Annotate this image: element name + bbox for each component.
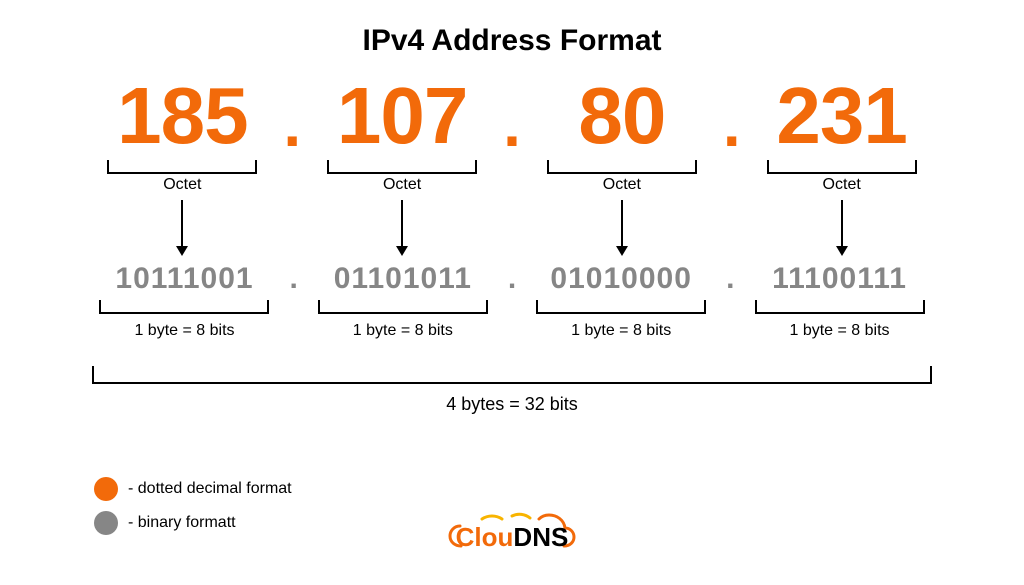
arrow-head-icon [396,246,408,256]
byte-bracket-label: 1 byte = 8 bits [789,322,889,340]
byte-bracket-label: 1 byte = 8 bits [134,322,234,340]
binary-dot: . [498,264,526,296]
decimal-octet-value: 231 [776,76,906,156]
byte-bracket [536,300,706,314]
binary-octet-value: 10111001 [115,264,253,294]
arrow-head-icon [836,246,848,256]
legend-row: - dotted decimal format [94,477,292,501]
arrow [396,200,408,256]
decimal-octet-col: 107 Octet [307,76,497,256]
octet-bracket-label: Octet [823,176,861,194]
legend-dot-icon [94,511,118,535]
binary-octet-col: 11100111 1 byte = 8 bits [745,264,935,340]
binary-dot: . [279,264,307,296]
decimal-dot: . [277,92,307,164]
logo-text: ClouDNS [456,522,569,552]
total-bracket-shape [92,366,932,384]
binary-octet-col: 10111001 1 byte = 8 bits [89,264,279,340]
arrow [836,200,848,256]
byte-bracket [318,300,488,314]
legend-dot-icon [94,477,118,501]
logo-svg: ClouDNS [442,510,582,556]
total-bracket-label: 4 bytes = 32 bits [446,394,578,415]
decimal-dot: . [497,92,527,164]
octet-bracket [767,160,917,174]
byte-bracket-label: 1 byte = 8 bits [353,322,453,340]
binary-octet-value: 01010000 [550,264,691,294]
legend-row: - binary formatt [94,511,292,535]
legend-label: - binary formatt [128,514,236,532]
decimal-dot: . [717,92,747,164]
decimal-octet-value: 107 [337,76,467,156]
arrow-head-icon [176,246,188,256]
binary-row: 10111001 1 byte = 8 bits. 01101011 1 byte =… [0,264,1024,340]
binary-octet-value: 11100111 [772,264,907,294]
binary-octet-col: 01010000 1 byte = 8 bits [526,264,716,340]
binary-octet-col: 01101011 1 byte = 8 bits [308,264,498,340]
logo: ClouDNS [442,510,582,561]
legend: - dotted decimal format - binary formatt [94,477,292,535]
binary-octet-value: 01101011 [334,264,472,294]
octet-bracket [107,160,257,174]
octet-bracket-label: Octet [383,176,421,194]
arrow-line [401,200,403,246]
arrow-line [181,200,183,246]
byte-bracket-label: 1 byte = 8 bits [571,322,671,340]
decimal-octet-col: 231 Octet [747,76,937,256]
decimal-row: 185 Octet. 107 Octet. 80 Octet. 231 Octet [0,76,1024,256]
decimal-octet-value: 185 [117,76,247,156]
arrow-line [621,200,623,246]
octet-bracket-label: Octet [163,176,201,194]
legend-label: - dotted decimal format [128,480,292,498]
byte-bracket [99,300,269,314]
decimal-octet-col: 80 Octet [527,76,717,256]
binary-dot: . [716,264,744,296]
arrow [176,200,188,256]
decimal-octet-col: 185 Octet [87,76,277,256]
total-bracket: 4 bytes = 32 bits [0,366,1024,415]
page-title: IPv4 Address Format [0,0,1024,58]
decimal-octet-value: 80 [578,76,665,156]
arrow-line [841,200,843,246]
arrow-head-icon [616,246,628,256]
octet-bracket [547,160,697,174]
arrow [616,200,628,256]
octet-bracket-label: Octet [603,176,641,194]
octet-bracket [327,160,477,174]
byte-bracket [755,300,925,314]
